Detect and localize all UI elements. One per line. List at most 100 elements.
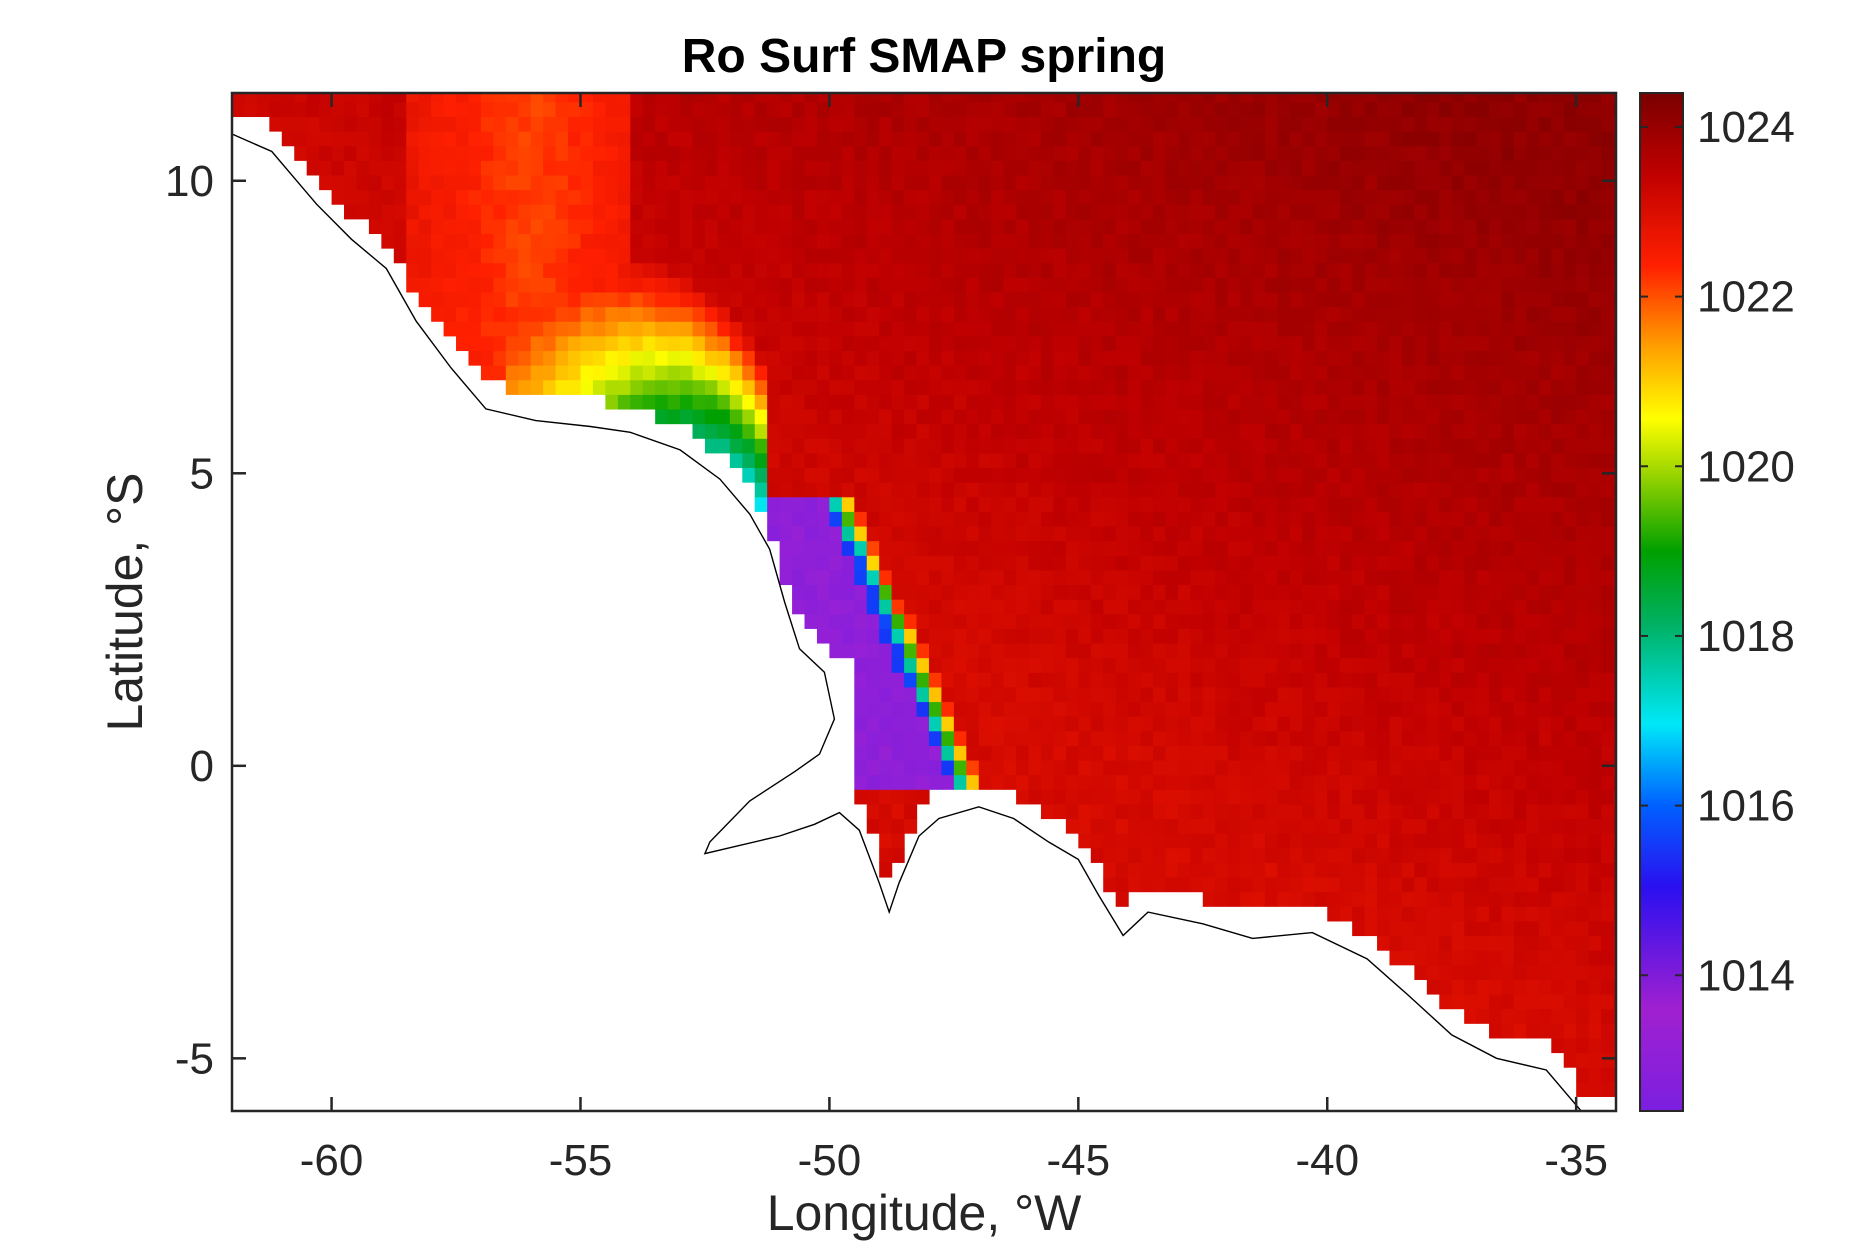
heatmap-cell (978, 262, 992, 278)
heatmap-cell (1215, 862, 1229, 878)
heatmap-cell (1414, 628, 1428, 644)
heatmap-cell (232, 93, 246, 103)
heatmap-cell (1439, 876, 1453, 893)
heatmap-cell (866, 540, 880, 556)
heatmap-cell (866, 569, 880, 586)
heatmap-cell (1526, 379, 1540, 395)
heatmap-cell (468, 291, 482, 308)
heatmap-cell (1426, 789, 1440, 805)
heatmap-cell (1327, 774, 1341, 790)
heatmap-cell (1489, 540, 1503, 556)
heatmap-cell (928, 569, 943, 586)
heatmap-cell (1489, 862, 1503, 878)
heatmap-cell (344, 189, 358, 205)
heatmap-cell (1538, 686, 1552, 703)
heatmap-cell (1078, 789, 1092, 805)
heatmap-cell (468, 306, 482, 322)
heatmap-cell (1277, 452, 1291, 469)
heatmap-cell (617, 131, 631, 147)
heatmap-cell (1140, 277, 1154, 293)
heatmap-cell (767, 511, 781, 527)
heatmap-cell (1401, 321, 1415, 337)
heatmap-cell (1439, 262, 1453, 278)
heatmap-cell (555, 335, 569, 352)
heatmap-cell (928, 116, 943, 132)
heatmap-cell (368, 174, 382, 191)
heatmap-cell (1464, 891, 1478, 907)
heatmap-cell (1215, 599, 1229, 615)
heatmap-cell (331, 160, 345, 176)
heatmap-cell (991, 131, 1005, 147)
heatmap-cell (1177, 833, 1191, 849)
heatmap-cell (1476, 701, 1490, 717)
heatmap-cell (854, 759, 868, 776)
heatmap-cell (543, 365, 557, 381)
heatmap-cell (1588, 950, 1602, 966)
heatmap-cell (953, 701, 967, 717)
heatmap-cell (443, 160, 457, 176)
heatmap-cell (1177, 701, 1191, 717)
heatmap-cell (1339, 438, 1353, 454)
heatmap-cell (1265, 438, 1279, 454)
heatmap-cell (754, 291, 768, 308)
heatmap-cell (655, 321, 669, 337)
heatmap-cell (1501, 350, 1515, 366)
heatmap-cell (1464, 642, 1478, 659)
heatmap-cell (879, 277, 893, 293)
heatmap-cell (1426, 145, 1440, 161)
heatmap-cell (1165, 613, 1179, 629)
heatmap-cell (1401, 408, 1415, 425)
heatmap-cell (717, 365, 731, 381)
heatmap-cell (1489, 628, 1503, 644)
heatmap-cell (1016, 262, 1030, 278)
heatmap-cell (879, 496, 893, 512)
heatmap-cell (1489, 335, 1503, 352)
heatmap-cell (891, 131, 905, 147)
heatmap-cell (1016, 599, 1030, 615)
heatmap-cell (779, 482, 793, 498)
heatmap-cell (1588, 335, 1602, 352)
heatmap-cell (879, 116, 893, 132)
heatmap-cell (1302, 584, 1316, 600)
heatmap-cell (928, 496, 943, 512)
heatmap-cell (1140, 145, 1154, 161)
heatmap-cell (1327, 759, 1341, 776)
heatmap-cell (1352, 657, 1366, 673)
heatmap-cell (1526, 686, 1540, 703)
heatmap-cell (966, 145, 980, 161)
heatmap-cell (1439, 789, 1453, 805)
heatmap-cell (1115, 496, 1129, 512)
heatmap-cell (729, 189, 743, 205)
heatmap-cell (1177, 613, 1191, 629)
heatmap-cell (1028, 423, 1042, 439)
heatmap-cell (1177, 525, 1191, 542)
heatmap-cell (1040, 233, 1055, 249)
heatmap-cell (1439, 145, 1453, 161)
heatmap-cell (1401, 335, 1415, 352)
heatmap-cell (356, 131, 370, 147)
heatmap-cell (1028, 394, 1042, 410)
heatmap-cell (866, 686, 880, 703)
heatmap-cell (1576, 745, 1590, 761)
heatmap-cell (1538, 599, 1552, 615)
heatmap-cell (1377, 642, 1391, 659)
heatmap-cell (866, 613, 880, 629)
heatmap-cell (617, 365, 631, 381)
heatmap-cell (1563, 847, 1577, 863)
heatmap-cell (1265, 818, 1279, 834)
heatmap-cell (1078, 672, 1092, 688)
heatmap-cell (1352, 394, 1366, 410)
heatmap-cell (294, 93, 308, 103)
heatmap-cell (978, 599, 992, 615)
heatmap-cell (1252, 394, 1266, 410)
heatmap-cell (879, 759, 893, 776)
heatmap-cell (1115, 93, 1129, 103)
heatmap-cell (1252, 335, 1266, 352)
heatmap-cell (1327, 496, 1341, 512)
heatmap-cell (1065, 438, 1079, 454)
heatmap-cell (1128, 599, 1142, 615)
heatmap-cell (991, 599, 1005, 615)
heatmap-cell (1451, 233, 1465, 249)
heatmap-cell (1003, 233, 1017, 249)
heatmap-cell (1227, 262, 1241, 278)
